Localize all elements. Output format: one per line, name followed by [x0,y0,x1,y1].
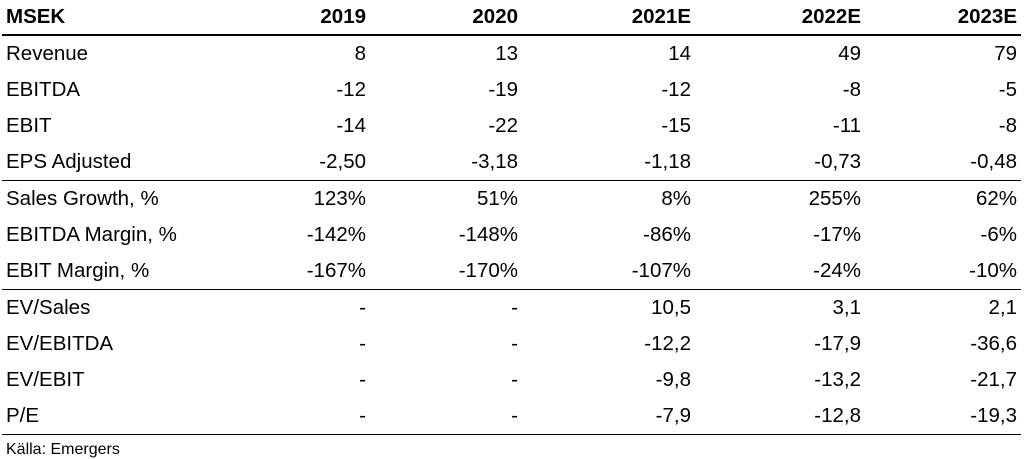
table-cell: - [272,289,370,326]
table-cell: -7,9 [522,398,695,435]
table-cell: - [511,332,518,355]
table-cell: -13,2 [814,368,861,391]
table-cell: -167% [306,259,366,282]
row-label: P/E [2,398,272,435]
table-row: EV/Sales - - 10,5 3,1 2,1 [2,289,1021,326]
row-label: EPS Adjusted [6,150,132,173]
table-header-row: MSEK 2019 2020 2021E 2022E 2023E [2,0,1021,36]
table-cell: -17,9 [814,332,861,355]
table-cell: -12 [336,78,366,101]
table-cell: -107% [631,259,691,282]
table-cell: -11 [832,114,861,137]
column-header-unit: MSEK [2,0,272,36]
table-cell: -170% [458,259,518,282]
table-cell: -14 [336,114,366,137]
table-cell: -12 [661,78,691,101]
row-label: EBITDA Margin, % [6,223,177,246]
table-cell: 79 [994,42,1017,65]
table-cell: 13 [495,42,518,65]
row-label: EBIT [6,114,52,137]
column-header-2019: 2019 [272,0,370,36]
row-label: Revenue [6,42,89,65]
table-cell: - [359,332,366,355]
table-cell: -6% [980,223,1017,246]
table-cell: 2,1 [865,289,1021,326]
source-note: Källa: Emergers [6,441,120,458]
column-header-2020: 2020 [370,0,522,36]
column-header-2021e: 2021E [522,0,695,36]
table-cell: -0,73 [814,150,861,173]
table-cell: 8% [522,180,695,217]
table-cell: -1,18 [644,150,691,173]
table-row: EBITDA -12 -19 -12 -8 -5 [2,72,1021,108]
table-row: P/E - - -7,9 -12,8 -19,3 [2,398,1021,435]
table-cell: -19 [488,78,518,101]
table-cell: - [370,398,522,435]
table-cell: -86% [643,223,691,246]
table-cell: -148% [458,223,518,246]
table-cell: -10% [969,259,1017,282]
table-cell: -3,18 [471,150,518,173]
table-row: EPS Adjusted -2,50 -3,18 -1,18 -0,73 -0,… [2,144,1021,181]
table-row: EV/EBITDA - - -12,2 -17,9 -36,6 [2,326,1021,362]
table-row: Revenue 8 13 14 49 79 [2,35,1021,72]
table-cell: -22 [488,114,518,137]
table-cell: - [370,289,522,326]
table-row: EBIT Margin, % -167% -170% -107% -24% -1… [2,253,1021,290]
column-header-2023e: 2023E [865,0,1021,36]
table-cell: 3,1 [695,289,865,326]
table-cell: -12,8 [695,398,865,435]
table-cell: -8 [842,78,861,101]
table-cell: - [272,398,370,435]
table-cell: -15 [661,114,691,137]
table-cell: 10,5 [522,289,695,326]
table-cell: -36,6 [970,332,1017,355]
table-row: Sales Growth, % 123% 51% 8% 255% 62% [2,180,1021,217]
table-cell: -17% [813,223,861,246]
row-label: EV/Sales [2,289,272,326]
row-label: EV/EBIT [6,368,85,391]
table-row: EBIT -14 -22 -15 -11 -8 [2,108,1021,144]
row-label: EBIT Margin, % [6,259,150,282]
financial-table: MSEK 2019 2020 2021E 2022E 2023E Revenue… [2,0,1021,435]
column-header-2022e: 2022E [695,0,865,36]
table-cell: - [359,368,366,391]
table-cell: 8 [354,42,366,65]
table-cell: -0,48 [970,150,1017,173]
table-cell: 51% [370,180,522,217]
table-cell: -19,3 [865,398,1021,435]
row-label: EV/EBITDA [6,332,114,355]
table-cell: - [511,368,518,391]
table-cell: 123% [272,180,370,217]
table-row: EBITDA Margin, % -142% -148% -86% -17% -… [2,217,1021,253]
table-cell: 14 [668,42,691,65]
table-cell: 255% [695,180,865,217]
table-cell: -21,7 [970,368,1017,391]
table-cell: -5 [998,78,1017,101]
table-cell: -142% [306,223,366,246]
table-cell: -2,50 [319,150,366,173]
table-row: EV/EBIT - - -9,8 -13,2 -21,7 [2,362,1021,398]
table-cell: -24% [813,259,861,282]
table-cell: -12,2 [644,332,691,355]
row-label: Sales Growth, % [2,180,272,217]
table-cell: 49 [838,42,861,65]
row-label: EBITDA [6,78,81,101]
table-cell: -8 [998,114,1017,137]
table-cell: -9,8 [655,368,691,391]
table-cell: 62% [865,180,1021,217]
